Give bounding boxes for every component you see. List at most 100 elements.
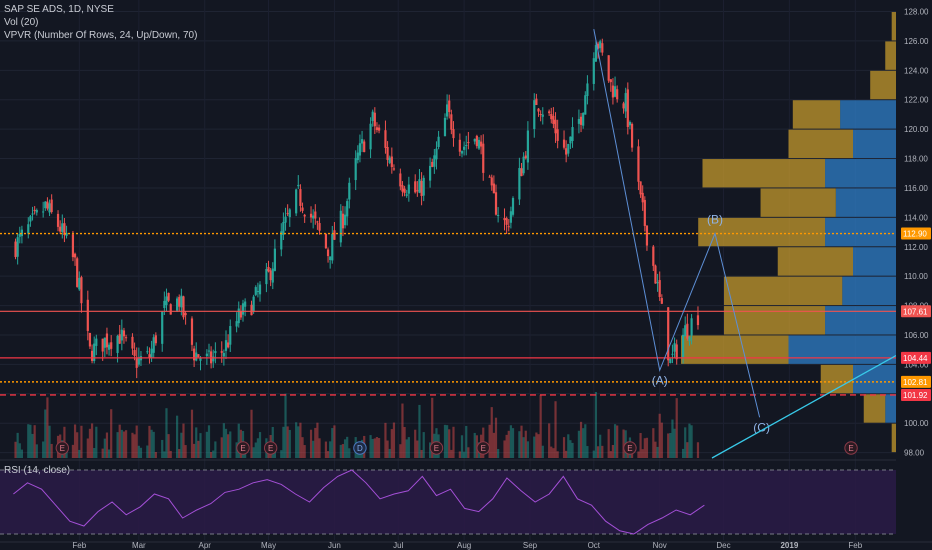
candle-body[interactable] (452, 129, 455, 139)
candle-body[interactable] (169, 304, 172, 315)
candle-body[interactable] (105, 333, 109, 348)
candle-body[interactable] (626, 89, 629, 127)
candle-body[interactable] (101, 338, 104, 352)
candle-body[interactable] (624, 93, 627, 112)
candle-body[interactable] (254, 287, 257, 295)
candle-body[interactable] (599, 41, 602, 49)
candle-body[interactable] (509, 211, 512, 223)
candle-body[interactable] (303, 214, 306, 217)
candle-body[interactable] (280, 231, 283, 250)
candle-body[interactable] (199, 358, 202, 361)
candle-body[interactable] (494, 192, 498, 215)
candle-body[interactable] (282, 221, 285, 235)
candle-body[interactable] (14, 241, 17, 258)
candle-body[interactable] (154, 335, 157, 344)
candle-body[interactable] (681, 334, 685, 359)
candle-body[interactable] (33, 209, 36, 212)
candle-body[interactable] (167, 292, 170, 301)
candle-body[interactable] (465, 145, 468, 147)
candle-body[interactable] (518, 168, 521, 200)
candle-body[interactable] (131, 336, 134, 349)
candle-body[interactable] (596, 43, 600, 49)
candle-body[interactable] (548, 111, 551, 114)
candle-body[interactable] (239, 311, 242, 318)
candle-body[interactable] (318, 223, 321, 231)
candle-body[interactable] (520, 168, 523, 177)
candle-body[interactable] (565, 148, 568, 155)
candle-body[interactable] (428, 165, 432, 181)
candle-body[interactable] (607, 55, 610, 81)
candle-body[interactable] (284, 216, 287, 223)
candle-body[interactable] (237, 308, 240, 324)
candle-body[interactable] (458, 139, 461, 152)
candle-body[interactable] (63, 223, 66, 235)
candle-body[interactable] (222, 353, 225, 357)
candle-body[interactable] (271, 268, 274, 283)
candle-body[interactable] (150, 348, 153, 359)
candle-body[interactable] (467, 142, 470, 144)
candle-body[interactable] (124, 337, 128, 339)
candle-body[interactable] (363, 141, 366, 153)
candle-body[interactable] (475, 135, 478, 147)
candle-body[interactable] (90, 350, 94, 361)
candle-body[interactable] (116, 335, 119, 353)
candle-body[interactable] (639, 181, 642, 195)
candle-body[interactable] (71, 234, 75, 258)
dividend-marker[interactable]: D (353, 441, 367, 455)
candle-body[interactable] (660, 298, 663, 304)
earnings-marker[interactable]: E (623, 441, 637, 455)
candle-body[interactable] (163, 300, 166, 309)
candle-body[interactable] (152, 337, 155, 353)
candle-body[interactable] (375, 127, 379, 130)
candle-body[interactable] (420, 180, 423, 197)
candle-body[interactable] (73, 253, 77, 258)
candle-body[interactable] (244, 301, 247, 307)
elliott-wave-path[interactable] (593, 29, 761, 418)
candle-body[interactable] (371, 111, 374, 121)
candle-body[interactable] (65, 233, 68, 236)
wave-drawings[interactable]: (A) (B) (C) (593, 29, 897, 459)
candle-body[interactable] (669, 358, 672, 363)
candle-body[interactable] (107, 344, 111, 350)
candle-body[interactable] (252, 296, 255, 312)
candle-body[interactable] (184, 313, 187, 316)
candle-body[interactable] (31, 213, 34, 215)
candle-body[interactable] (637, 146, 640, 182)
price-candles[interactable] (14, 38, 700, 379)
price-tag[interactable]: 101.92 (901, 388, 931, 401)
candle-body[interactable] (316, 221, 319, 223)
candle-body[interactable] (392, 168, 396, 170)
candle-body[interactable] (360, 139, 364, 144)
candle-body[interactable] (450, 114, 453, 130)
candle-body[interactable] (161, 311, 164, 344)
candle-body[interactable] (18, 233, 21, 237)
candle-body[interactable] (671, 353, 674, 355)
candle-body[interactable] (401, 185, 404, 192)
candle-body[interactable] (667, 307, 670, 361)
candle-body[interactable] (354, 158, 357, 181)
candle-body[interactable] (414, 181, 417, 193)
candle-body[interactable] (480, 141, 483, 147)
candle-body[interactable] (326, 249, 330, 257)
candle-body[interactable] (613, 86, 617, 97)
candle-body[interactable] (448, 100, 451, 113)
candle-body[interactable] (299, 189, 302, 206)
price-tag[interactable]: 104.44 (901, 351, 931, 364)
candle-body[interactable] (205, 353, 208, 357)
candle-body[interactable] (339, 210, 342, 243)
candle-body[interactable] (329, 256, 332, 261)
candle-body[interactable] (524, 155, 527, 159)
candle-body[interactable] (537, 108, 540, 112)
candle-body[interactable] (297, 184, 300, 187)
candle-body[interactable] (503, 218, 506, 221)
candle-body[interactable] (220, 351, 223, 353)
candle-body[interactable] (212, 356, 215, 362)
candle-body[interactable] (497, 214, 500, 216)
candle-body[interactable] (688, 336, 691, 342)
candle-body[interactable] (46, 201, 49, 209)
rsi-line[interactable] (13, 469, 705, 535)
candle-body[interactable] (207, 350, 211, 352)
candle-body[interactable] (686, 323, 689, 339)
candle-body[interactable] (582, 112, 585, 126)
